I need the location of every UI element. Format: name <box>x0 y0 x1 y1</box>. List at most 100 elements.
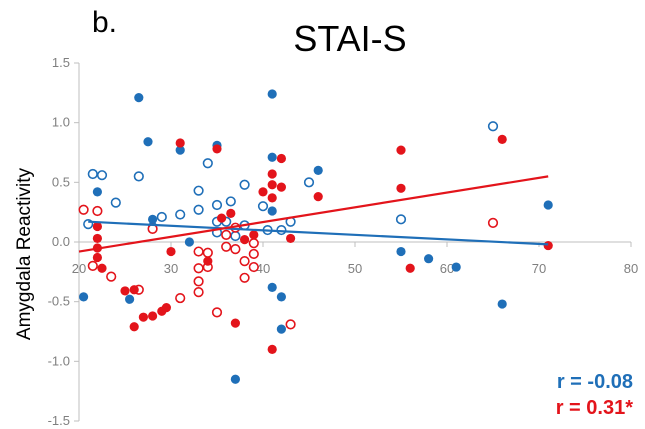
y-tick-label: 1.0 <box>52 115 70 130</box>
blue-filled-point <box>134 93 144 103</box>
red-filled-point <box>97 263 107 273</box>
red-open-point <box>248 248 259 260</box>
red-open-point <box>193 287 204 298</box>
blue-filled-point <box>267 206 277 216</box>
blue-filled-point <box>497 299 507 309</box>
blue-open-point <box>225 196 236 207</box>
blue-filled-point <box>451 262 461 272</box>
x-tick-label: 70 <box>532 261 546 276</box>
blue-open-point <box>87 168 98 180</box>
red-open-point <box>193 276 204 287</box>
x-tick-label: 20 <box>72 261 86 276</box>
red-open-point <box>87 260 98 271</box>
blue-filled-point <box>184 237 194 247</box>
blue-open-point <box>193 185 204 196</box>
y-tick-label: -0.5 <box>48 294 70 309</box>
blue-filled-point <box>148 214 158 224</box>
red-open-point <box>92 205 103 217</box>
blue-open-point <box>110 197 121 208</box>
red-filled-point <box>258 187 268 197</box>
red-open-point <box>106 271 117 282</box>
red-filled-point <box>129 322 139 332</box>
red-open-point <box>211 307 223 318</box>
red-filled-point <box>276 182 286 192</box>
blue-filled-point <box>92 187 102 197</box>
red-filled-point <box>92 252 102 263</box>
blue-open-point <box>175 209 186 220</box>
red-filled-point <box>175 138 185 148</box>
red-filled-point <box>92 233 102 244</box>
red-filled-point <box>203 256 213 266</box>
red-open-point <box>285 319 296 330</box>
red-filled-point <box>396 145 406 155</box>
red-open-point <box>175 292 186 304</box>
red-open-point <box>221 229 232 240</box>
blue-filled-point <box>79 292 89 302</box>
red-filled-point <box>267 169 277 179</box>
red-filled-point <box>286 233 296 244</box>
red-open-point <box>239 255 250 267</box>
red-filled-point <box>497 134 507 144</box>
x-tick-label: 60 <box>440 261 454 276</box>
red-open-point <box>221 241 232 252</box>
blue-filled-point <box>267 89 277 99</box>
panel-label: b. <box>92 6 118 39</box>
blue-open-point <box>96 170 108 181</box>
red-filled-point <box>129 285 139 295</box>
red-filled-point <box>161 303 171 313</box>
red-trendline <box>78 175 549 253</box>
red-filled-point <box>138 312 148 322</box>
red-filled-point <box>166 246 176 257</box>
blue-trendline <box>88 220 549 246</box>
red-open-point <box>248 261 259 273</box>
blue-filled-point <box>543 200 553 210</box>
red-filled-point <box>267 193 277 203</box>
blue-open-point <box>193 204 204 215</box>
blue-correlation-label: r = -0.08 <box>557 371 633 393</box>
y-tick-label: 1.5 <box>52 55 70 70</box>
blue-filled-point <box>143 137 153 147</box>
blue-open-point <box>395 214 407 225</box>
red-open-point <box>202 247 213 258</box>
red-filled-point <box>313 192 323 202</box>
blue-open-point <box>239 179 250 190</box>
blue-filled-point <box>230 374 240 384</box>
red-filled-point <box>267 344 277 354</box>
red-filled-point <box>267 180 277 190</box>
blue-open-point <box>133 171 144 182</box>
y-tick-label: 0.0 <box>52 234 70 249</box>
blue-filled-point <box>125 294 135 304</box>
red-filled-point <box>240 235 250 245</box>
red-open-point <box>248 238 259 249</box>
red-open-point <box>230 244 241 255</box>
y-tick-label: 0.5 <box>52 174 70 189</box>
blue-open-point <box>257 201 269 212</box>
red-filled-point <box>405 263 415 273</box>
red-filled-point <box>276 153 286 164</box>
y-tick-label: -1.0 <box>48 353 70 368</box>
red-filled-point <box>148 311 158 321</box>
red-open-point <box>487 217 499 229</box>
blue-open-point <box>303 177 315 188</box>
blue-filled-point <box>175 145 185 155</box>
blue-filled-point <box>276 324 286 334</box>
x-tick-label: 50 <box>348 261 362 276</box>
red-open-point <box>78 204 89 215</box>
x-tick-label: 80 <box>624 261 638 276</box>
red-filled-point <box>226 208 236 218</box>
red-filled-point <box>217 213 227 223</box>
blue-filled-point <box>267 152 277 162</box>
y-tick-label: -1.5 <box>48 413 70 428</box>
chart-title: STAI-S <box>293 18 407 59</box>
red-open-point <box>239 272 250 283</box>
blue-filled-point <box>396 246 406 257</box>
red-filled-point <box>212 144 222 154</box>
red-filled-point <box>249 230 259 240</box>
x-tick-label: 40 <box>256 261 270 276</box>
blue-open-point <box>211 199 223 211</box>
blue-open-point <box>202 158 213 169</box>
blue-filled-point <box>313 165 323 175</box>
blue-filled-point <box>276 292 286 302</box>
red-filled-point <box>543 240 553 251</box>
